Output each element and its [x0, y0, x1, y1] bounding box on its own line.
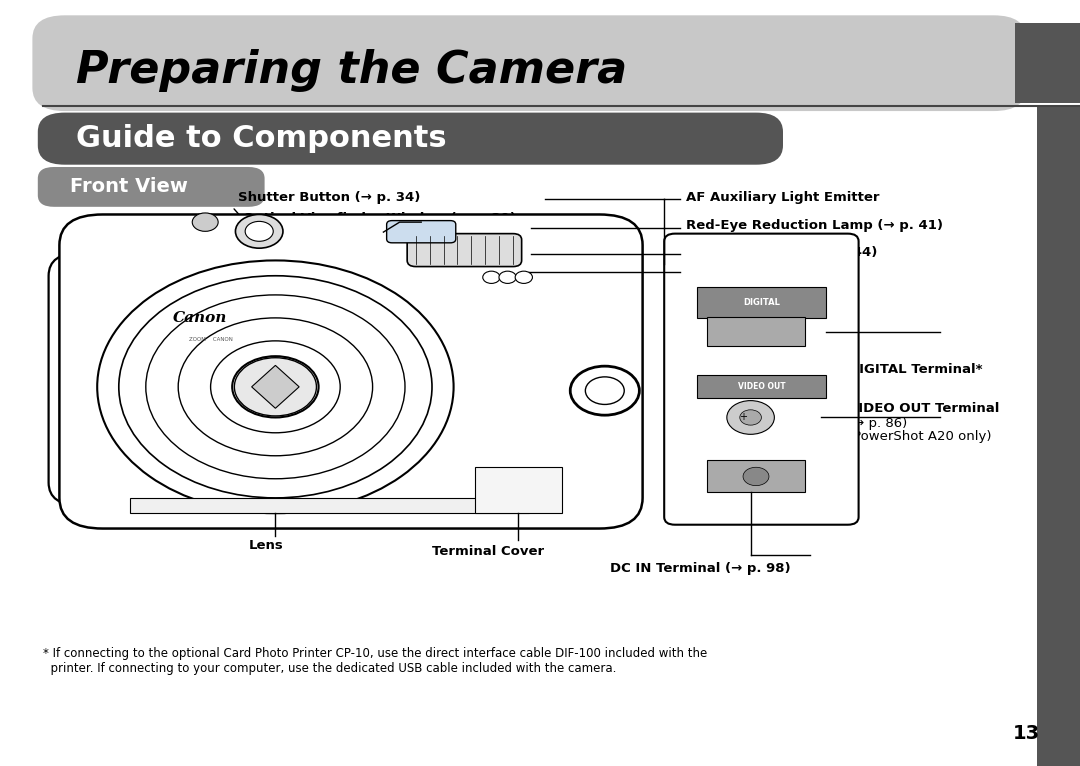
Text: (PowerShot A20 only): (PowerShot A20 only) — [848, 430, 991, 444]
Text: Red-Eye Reduction Lamp (→ p. 41): Red-Eye Reduction Lamp (→ p. 41) — [686, 220, 943, 232]
Text: 13: 13 — [1012, 724, 1040, 743]
Bar — [707, 460, 805, 492]
FancyBboxPatch shape — [387, 221, 456, 243]
Text: Lens: Lens — [248, 539, 283, 552]
Circle shape — [192, 213, 218, 231]
Polygon shape — [252, 365, 299, 408]
Circle shape — [235, 214, 283, 248]
Bar — [1037, 106, 1080, 766]
Text: DC IN Terminal (→ p. 98): DC IN Terminal (→ p. 98) — [610, 562, 791, 574]
FancyBboxPatch shape — [38, 113, 783, 165]
Circle shape — [515, 271, 532, 283]
Circle shape — [234, 358, 316, 416]
Text: ZOOM    CANON: ZOOM CANON — [189, 337, 233, 342]
FancyBboxPatch shape — [38, 167, 265, 207]
Circle shape — [570, 366, 639, 415]
FancyBboxPatch shape — [407, 234, 522, 267]
Circle shape — [483, 271, 500, 283]
FancyBboxPatch shape — [62, 264, 121, 494]
Circle shape — [740, 410, 761, 425]
FancyBboxPatch shape — [49, 253, 140, 506]
Text: Canon: Canon — [173, 311, 227, 325]
Text: +: + — [739, 412, 747, 423]
Text: Self-Timer Lamp (→ p. 44): Self-Timer Lamp (→ p. 44) — [686, 247, 877, 259]
Text: AF Auxiliary Light Emitter: AF Auxiliary Light Emitter — [686, 192, 879, 204]
Circle shape — [743, 467, 769, 486]
Text: Flash (→ p. 39): Flash (→ p. 39) — [686, 264, 796, 277]
Text: * If connecting to the optional Card Photo Printer CP-10, use the direct interfa: * If connecting to the optional Card Pho… — [43, 647, 707, 676]
Text: Front View: Front View — [70, 178, 188, 196]
Text: Optical Viewfinder Window (→ p. 29): Optical Viewfinder Window (→ p. 29) — [243, 212, 516, 224]
FancyBboxPatch shape — [59, 214, 643, 529]
Text: Terminal Cover: Terminal Cover — [432, 545, 544, 558]
Text: VIDEO OUT Terminal: VIDEO OUT Terminal — [848, 402, 999, 415]
Text: Preparing the Camera: Preparing the Camera — [76, 49, 626, 92]
Text: DIGITAL: DIGITAL — [743, 298, 780, 307]
Bar — [130, 498, 529, 513]
Bar — [1015, 23, 1080, 103]
Circle shape — [727, 401, 774, 434]
Bar — [475, 467, 562, 513]
Bar — [707, 317, 805, 346]
Text: (→ p. 86): (→ p. 86) — [848, 417, 907, 430]
FancyBboxPatch shape — [664, 234, 859, 525]
Circle shape — [499, 271, 516, 283]
Bar — [697, 375, 826, 398]
Text: Shutter Button (→ p. 34): Shutter Button (→ p. 34) — [238, 192, 420, 204]
Circle shape — [585, 377, 624, 404]
Text: VIDEO OUT: VIDEO OUT — [738, 382, 785, 391]
FancyBboxPatch shape — [32, 15, 1026, 111]
Bar — [697, 287, 826, 318]
Text: DIGITAL Terminal*: DIGITAL Terminal* — [848, 364, 983, 376]
Circle shape — [245, 221, 273, 241]
Text: Guide to Components: Guide to Components — [76, 124, 446, 153]
